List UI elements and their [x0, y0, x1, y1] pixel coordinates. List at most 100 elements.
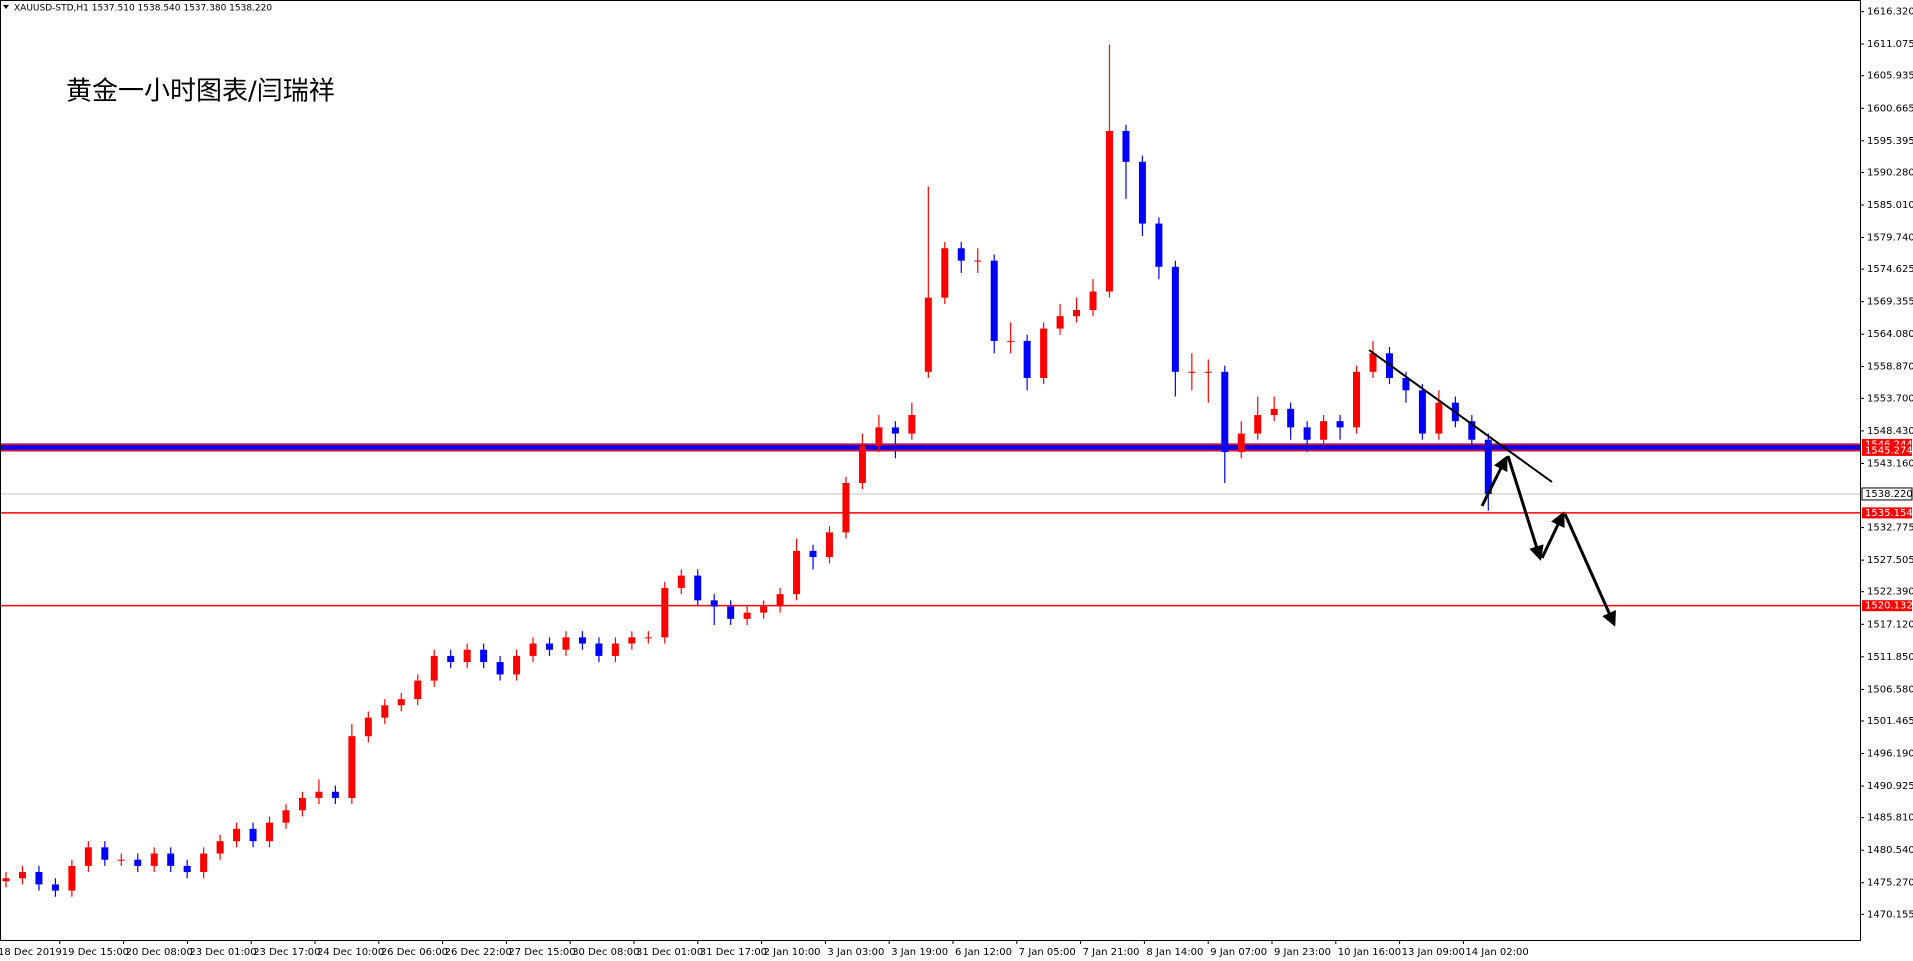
x-tick-label: 3 Jan 03:00	[827, 947, 884, 958]
level-label: 1545.274	[1865, 445, 1913, 456]
candle-body	[1105, 130, 1113, 292]
y-tick-label: 1485.810	[1867, 813, 1913, 824]
candle-body	[1402, 377, 1410, 391]
header-arrow	[3, 5, 9, 9]
y-tick-label: 1543.160	[1867, 458, 1913, 469]
candle-body	[266, 822, 274, 842]
candle-body	[1484, 439, 1492, 494]
plot-frame	[0, 0, 1861, 941]
candle-body	[1353, 371, 1361, 428]
candle-body	[1254, 415, 1262, 434]
y-tick-label: 1496.190	[1867, 749, 1913, 760]
candle-body	[216, 841, 224, 854]
candle-body	[611, 643, 619, 656]
level-label-box	[1862, 600, 1912, 612]
candle-body	[1270, 408, 1278, 416]
y-tick-label: 1470.155	[1867, 909, 1913, 920]
candle-body	[793, 550, 801, 595]
candle-body	[529, 643, 537, 656]
chart-title: 黄金一小时图表/闫瑞祥	[66, 77, 335, 107]
level-label-box	[1862, 444, 1912, 456]
x-tick-label: 2 Jan 10:00	[764, 947, 821, 958]
x-tick-label: 31 Dec 01:00	[636, 947, 703, 958]
candle-body	[397, 699, 405, 706]
y-tick-label: 1490.925	[1867, 781, 1913, 792]
y-tick-label: 1553.700	[1867, 393, 1913, 404]
y-tick-label: 1611.075	[1867, 39, 1913, 50]
candle-body	[447, 655, 455, 663]
candle-body	[1023, 340, 1031, 378]
candle-body	[1138, 161, 1146, 224]
x-tick-label: 18 Dec 2019	[0, 947, 62, 958]
y-tick-label: 1569.355	[1867, 297, 1913, 308]
level-label-box	[1862, 507, 1912, 519]
x-tick-label: 9 Jan 07:00	[1210, 947, 1267, 958]
candle-body	[809, 550, 817, 558]
candle-body	[990, 260, 998, 341]
candle-body	[1007, 340, 1015, 342]
candle-body	[414, 680, 422, 700]
candle-body	[84, 847, 92, 866]
candle-body	[1435, 402, 1443, 434]
candle-body	[1303, 427, 1311, 440]
candle-body	[101, 847, 109, 860]
candle-body	[760, 606, 768, 613]
trend-line	[1368, 349, 1553, 483]
y-tick-label: 1501.465	[1867, 716, 1913, 727]
candle-body	[348, 736, 356, 798]
x-tick-label: 26 Dec 22:00	[445, 947, 512, 958]
candle-body	[513, 655, 521, 675]
candle-body	[710, 600, 718, 607]
candle-body	[727, 606, 735, 619]
candle-body	[249, 828, 257, 842]
candle-body	[134, 859, 142, 866]
y-tick-label: 1475.270	[1867, 878, 1913, 889]
candle-body	[1188, 371, 1196, 373]
x-tick-label: 20 Dec 08:00	[126, 947, 193, 958]
x-tick-label: 23 Dec 01:00	[189, 947, 256, 958]
y-tick-label: 1558.870	[1867, 361, 1913, 372]
current-price-box	[1861, 487, 1913, 501]
candle-body	[1204, 371, 1212, 373]
candle-body	[1369, 353, 1377, 372]
candle-body	[957, 248, 965, 261]
candle-body	[167, 853, 175, 866]
candle-body	[908, 415, 916, 434]
candle-body	[315, 791, 323, 798]
candle-body	[891, 427, 899, 434]
y-tick-label: 1548.430	[1867, 426, 1913, 437]
candle-body	[1171, 266, 1179, 372]
x-tick-label: 26 Dec 06:00	[381, 947, 448, 958]
arrow	[1480, 455, 1508, 507]
y-tick-label: 1600.665	[1867, 103, 1913, 114]
candle-body	[1155, 223, 1163, 267]
candle-body	[1237, 433, 1245, 453]
candle-body	[578, 637, 586, 644]
candle-body	[644, 637, 652, 639]
candle-body	[117, 859, 125, 861]
candle-body	[183, 865, 191, 873]
candle-body	[364, 717, 372, 737]
candle-body	[858, 445, 866, 483]
candle-body	[1336, 421, 1344, 428]
x-tick-label: 23 Dec 17:00	[253, 947, 320, 958]
y-tick-label: 1585.010	[1867, 200, 1913, 211]
x-tick-label: 6 Jan 12:00	[955, 947, 1012, 958]
candle-body	[68, 865, 76, 891]
candle-body	[480, 649, 488, 663]
x-tick-label: 10 Jan 16:00	[1338, 947, 1401, 958]
candle-body	[1468, 421, 1476, 440]
candle-body	[694, 575, 702, 601]
candle-body	[562, 637, 570, 650]
x-tick-label: 7 Jan 05:00	[1019, 947, 1076, 958]
y-tick-label: 1579.740	[1867, 233, 1913, 244]
y-tick-label: 1605.935	[1867, 71, 1913, 82]
candle-body	[1221, 371, 1229, 453]
level-label-box	[1862, 438, 1912, 450]
y-tick-label: 1506.580	[1867, 684, 1913, 695]
x-tick-label: 14 Jan 02:00	[1465, 947, 1528, 958]
y-tick-label: 1616.320	[1867, 7, 1913, 18]
x-tick-label: 7 Jan 21:00	[1083, 947, 1140, 958]
symbol-header: XAUUSD-STD,H1 1537.510 1538.540 1537.380…	[14, 4, 272, 14]
